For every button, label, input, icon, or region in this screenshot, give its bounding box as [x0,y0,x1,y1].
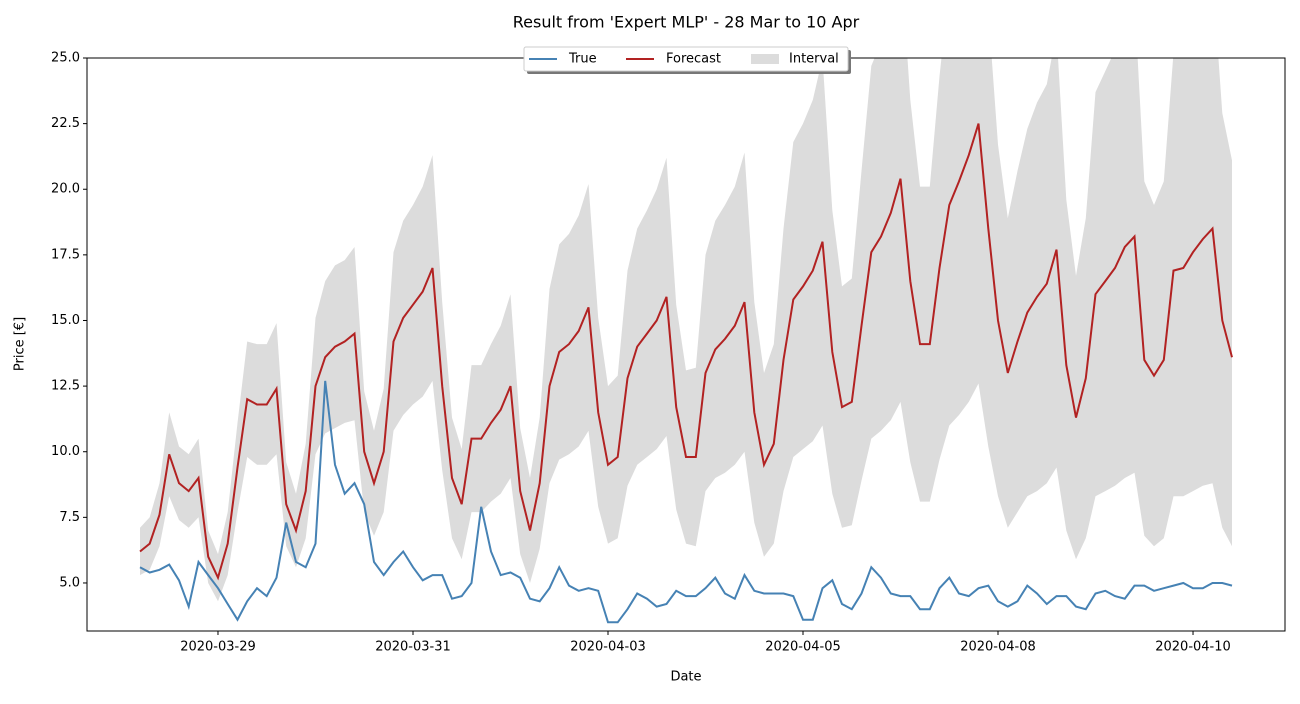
plot-area [139,58,1233,624]
x-tick-label: 2020-04-03 [570,640,646,655]
y-tick-label: 25.0 [51,51,80,66]
y-tick-label: 5.0 [59,575,80,590]
legend-label: Forecast [666,52,721,67]
series-line [139,380,1233,624]
interval-band [140,58,1232,602]
legend-swatch [751,54,779,64]
y-tick-label: 20.0 [51,182,80,197]
chart-title: Result from 'Expert MLP' - 28 Mar to 10 … [513,13,860,32]
legend-label: True [568,52,597,67]
legend-label: Interval [789,52,839,67]
x-tick-label: 2020-04-08 [960,640,1036,655]
legend: True Forecast Interval [523,46,851,74]
series-line [139,123,1233,581]
y-tick-label: 12.5 [51,379,80,394]
y-tick-label: 22.5 [51,116,80,131]
legend-box [523,46,849,72]
y-axis-label: Price [€] [13,317,28,371]
y-tick-label: 10.0 [51,444,80,459]
y-tick-label: 7.5 [59,510,80,525]
x-tick-label: 2020-03-29 [180,640,256,655]
x-tick-label: 2020-04-10 [1155,640,1231,655]
x-tick-label: 2020-03-31 [375,640,451,655]
x-tick-label: 2020-04-05 [765,640,841,655]
y-tick-label: 17.5 [51,247,80,262]
y-tick-label: 15.0 [51,313,80,328]
x-axis-label: Date [670,670,701,685]
